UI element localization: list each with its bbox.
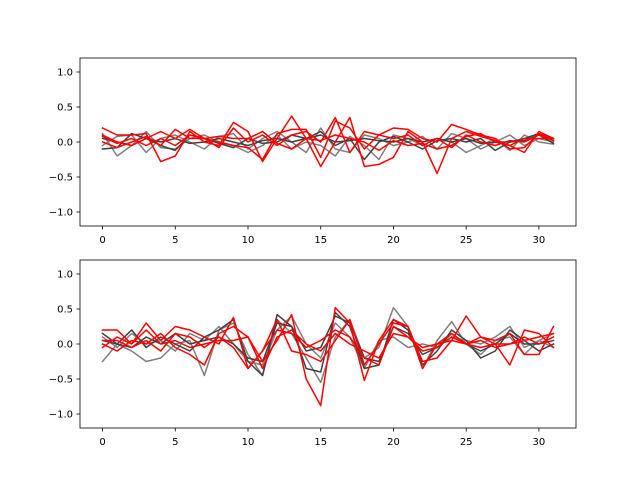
- series-line-4: [101, 315, 555, 363]
- series-group: [101, 306, 555, 407]
- y-tick-label: 0.0: [57, 340, 73, 351]
- y-tick-label: 0.5: [57, 305, 73, 316]
- series-line-5: [101, 306, 555, 407]
- x-tick-label: 15: [314, 235, 327, 246]
- axes-1: 0 5 10 15 20 25 30 −1.0 −0.5 0.0 0.5 1.0: [49, 57, 577, 246]
- y-tick-label: 0.5: [57, 103, 73, 114]
- x-tick-label: 10: [242, 235, 255, 246]
- y-tick-label: −0.5: [49, 375, 73, 386]
- series-line-8: [101, 329, 555, 370]
- y-tick-label: 1.0: [57, 68, 73, 79]
- y-tick-label: −0.5: [49, 173, 73, 184]
- y-tick-label: −1.0: [49, 410, 73, 421]
- series-line-7: [101, 116, 555, 154]
- x-tick-label: 0: [99, 437, 105, 448]
- series-line-6: [101, 316, 555, 370]
- series-line-7: [101, 325, 555, 370]
- plots: 0 5 10 15 20 25 30 −1.0 −0.5 0.0 0.5 1.0 0 5 10 15 20 25 3…: [49, 57, 577, 448]
- x-tick-label: 25: [460, 235, 473, 246]
- series-line-5: [101, 115, 555, 175]
- x-tick-label: 30: [533, 235, 546, 246]
- axes-2: 0 5 10 15 20 25 30 −1.0 −0.5 0.0 0.5 1.0: [49, 259, 577, 448]
- y-tick-label: 0.0: [57, 138, 73, 149]
- series-group: [101, 115, 555, 175]
- x-tick-label: 15: [314, 437, 327, 448]
- x-tick-label: 20: [387, 235, 400, 246]
- y-tick-label: −1.0: [49, 208, 73, 219]
- x-tick-label: 5: [172, 437, 178, 448]
- x-tick-label: 10: [242, 437, 255, 448]
- x-tick-label: 30: [533, 437, 546, 448]
- series-line-8: [101, 128, 555, 152]
- x-tick-label: 20: [387, 437, 400, 448]
- x-tick-label: 25: [460, 437, 473, 448]
- x-tick-label: 5: [172, 235, 178, 246]
- y-tick-label: 1.0: [57, 270, 73, 281]
- x-tick-label: 0: [99, 235, 105, 246]
